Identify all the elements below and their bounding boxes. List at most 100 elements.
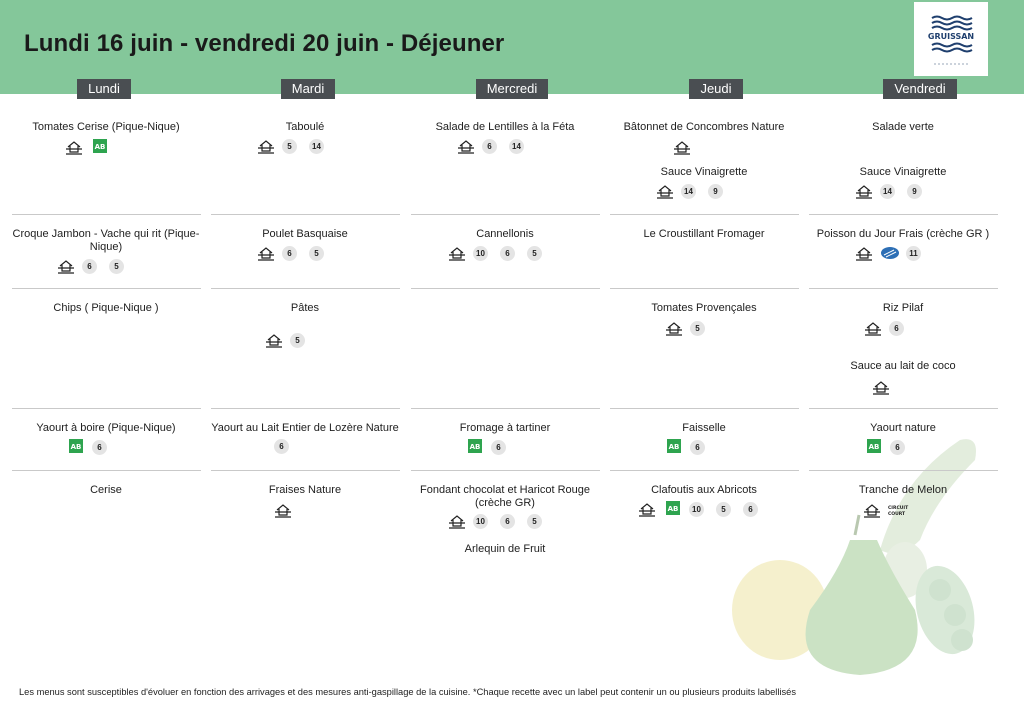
fait-maison-icon: [258, 246, 274, 261]
jeudi-sauce-icons: 14 9: [655, 183, 735, 199]
jeudi-accompagnement-icons: 5: [664, 320, 717, 336]
jeudi-laitage-icons: AB 6: [664, 439, 717, 455]
allergen-badge: 6: [82, 258, 97, 274]
allergen-badge: 14: [880, 183, 895, 199]
footer-disclaimer: Les menus sont susceptibles d'évoluer en…: [19, 687, 796, 697]
mercredi-plat: Cannellonis: [476, 228, 534, 240]
jeudi-dessert: Clafoutis aux Abricots: [651, 484, 757, 496]
allergen-badge: 6: [482, 138, 497, 154]
fait-maison-icon: [666, 321, 682, 336]
mercredi-plat-icons: 10 6 5: [447, 245, 554, 261]
vendredi-accompagnement: Riz Pilaf: [882, 302, 924, 314]
vendredi-sauce-icons: 14 9: [854, 183, 934, 199]
allergen-badge: 6: [889, 320, 904, 336]
vendredi-sauce-2-icons: [871, 379, 897, 395]
jeudi-sauce: Sauce Vinaigrette: [660, 166, 748, 178]
vendredi-plat: Poisson du Jour Frais (crèche GR ): [816, 228, 990, 240]
bio-label-icon: AB: [666, 501, 680, 515]
allergen-badge: 6: [491, 439, 506, 455]
vendredi-entree: Salade verte: [872, 121, 934, 133]
allergen-badge: 5: [527, 245, 542, 261]
page-title: Lundi 16 juin - vendredi 20 juin - Déjeu…: [24, 30, 505, 57]
vendredi-plat-icons: 11: [854, 245, 933, 261]
svg-text:AB: AB: [669, 443, 680, 451]
allergen-badge: 5: [527, 513, 542, 529]
header-band: [0, 0, 1024, 94]
allergen-badge: 11: [906, 245, 921, 261]
bio-label-icon: AB: [667, 439, 681, 453]
fait-maison-icon: [266, 333, 282, 348]
gruissan-logo: GRUISSAN: [914, 2, 988, 76]
fait-maison-icon: [58, 259, 74, 274]
mercredi-dessert: Fondant chocolat et Haricot Rouge (crèch…: [420, 484, 590, 509]
mardi-plat: Poulet Basquaise: [262, 228, 348, 240]
svg-text:CIRCUIT: CIRCUIT: [888, 505, 909, 511]
mercredi-laitage-icons: AB 6: [465, 439, 518, 455]
fait-maison-icon: [258, 139, 274, 154]
bio-label-icon: AB: [69, 439, 83, 453]
mardi-plat-icons: 6 5: [256, 245, 336, 261]
mercredi-laitage: Fromage à tartiner: [459, 422, 551, 434]
bio-label-icon: AB: [468, 439, 482, 453]
allergen-badge: 5: [109, 258, 124, 274]
allergen-badge: 10: [689, 501, 704, 517]
lundi-laitage: Yaourt à boire (Pique-Nique): [36, 422, 176, 434]
lundi-dessert: Cerise: [90, 484, 122, 496]
allergen-badge: 5: [716, 501, 731, 517]
allergen-badge: 14: [309, 138, 324, 154]
allergen-badge: 6: [890, 439, 905, 455]
fait-maison-icon: [873, 380, 889, 395]
fait-maison-icon: [458, 139, 474, 154]
bio-label-icon: AB: [93, 139, 107, 153]
lundi-entree-icons: AB: [64, 139, 116, 155]
mardi-dessert: Fraises Nature: [268, 484, 342, 496]
mardi-laitage: Yaourt au Lait Entier de Lozère Nature: [211, 422, 399, 434]
allergen-badge: 14: [681, 183, 696, 199]
fait-maison-icon: [674, 140, 690, 155]
day-tab-vendredi: Vendredi: [860, 79, 980, 99]
fait-maison-icon: [865, 321, 881, 336]
vendredi-laitage: Yaourt nature: [870, 422, 936, 434]
mardi-entree: Taboulé: [285, 121, 325, 133]
jeudi-plat: Le Croustillant Fromager: [643, 228, 765, 240]
fait-maison-icon: [449, 246, 465, 261]
vendredi-sauce-2: Sauce au lait de coco: [850, 360, 956, 372]
lundi-accompagnement: Chips ( Pique-Nique ): [53, 302, 159, 314]
fish-label-icon: [881, 247, 899, 259]
fait-maison-icon: [639, 502, 655, 517]
jeudi-accompagnement: Tomates Provençales: [651, 302, 757, 314]
allergen-badge: 5: [309, 245, 324, 261]
allergen-badge: 6: [92, 439, 107, 455]
jeudi-entree-icons: [672, 139, 698, 155]
fait-maison-icon: [66, 140, 82, 155]
svg-text:AB: AB: [668, 505, 679, 513]
svg-text:AB: AB: [95, 143, 106, 151]
mardi-accompagnement: Pâtes: [290, 302, 320, 314]
jeudi-laitage: Faisselle: [682, 422, 726, 434]
allergen-badge: 6: [500, 513, 515, 529]
vendredi-sauce: Sauce Vinaigrette: [859, 166, 947, 178]
vendredi-dessert: Tranche de Melon: [858, 484, 948, 496]
fait-maison-icon: [856, 184, 872, 199]
vendredi-laitage-icons: AB 6: [864, 439, 917, 455]
jeudi-entree: Bâtonnet de Concombres Nature: [623, 121, 785, 133]
allergen-badge: 9: [708, 183, 723, 199]
mercredi-dessert-icons: 10 6 5: [447, 513, 554, 529]
mercredi-entree: Salade de Lentilles à la Féta: [435, 121, 575, 133]
svg-text:AB: AB: [470, 443, 481, 451]
fait-maison-icon: [856, 246, 872, 261]
day-tab-lundi: Lundi: [44, 79, 164, 99]
mardi-entree-icons: 5 14: [256, 138, 336, 154]
allergen-badge: 10: [473, 513, 488, 529]
allergen-badge: 6: [274, 439, 289, 454]
day-tab-jeudi: Jeudi: [656, 79, 776, 99]
allergen-badge: 6: [282, 245, 297, 261]
fruit-vegetable-illustration: [732, 439, 976, 675]
fait-maison-icon: [275, 503, 291, 518]
allergen-badge: 10: [473, 245, 488, 261]
lundi-plat-icons: 6 5: [56, 258, 136, 274]
allergen-badge: 5: [290, 332, 305, 348]
lundi-entree: Tomates Cerise (Pique-Nique): [32, 121, 180, 133]
vendredi-accompagnement-icons: 6: [863, 320, 916, 336]
